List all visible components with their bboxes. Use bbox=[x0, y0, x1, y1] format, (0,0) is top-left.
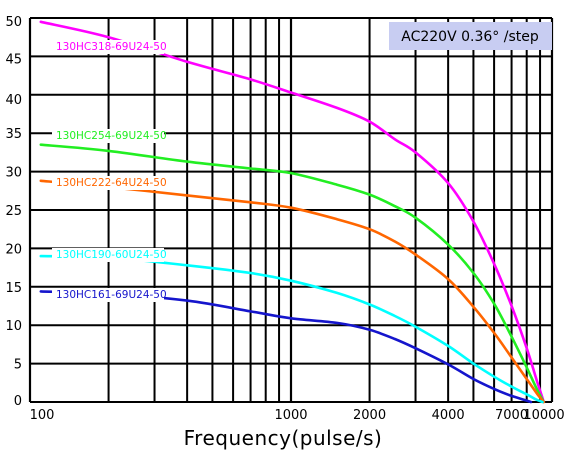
y-tick-label-30: 30 bbox=[5, 166, 22, 181]
y-tick-label-20: 20 bbox=[5, 242, 22, 257]
series-line-130HC222-64U24-50 bbox=[39, 179, 546, 404]
series-label-background bbox=[52, 129, 164, 143]
x-tick-label-100: 100 bbox=[30, 408, 55, 423]
series-line-130HC190-60U24-50 bbox=[39, 254, 544, 404]
y-tick-label-35: 35 bbox=[5, 127, 22, 142]
series-line-130HC254-69U24-50 bbox=[39, 143, 546, 404]
series-label-background bbox=[52, 248, 164, 262]
y-tick-label-15: 15 bbox=[5, 281, 22, 296]
series-label-background bbox=[52, 176, 164, 190]
x-tick-label-4000: 4000 bbox=[432, 408, 465, 423]
y-tick-label-50: 50 bbox=[5, 15, 22, 30]
annotation-background bbox=[389, 22, 552, 50]
y-tick-label-40: 40 bbox=[5, 93, 22, 108]
x-axis-label: Frequency(pulse/s) bbox=[184, 426, 383, 450]
x-tick-label-10000: 10000 bbox=[523, 408, 564, 423]
x-tick-label-7000: 7000 bbox=[495, 408, 528, 423]
series-label-130HC190-60U24-50: 130HC190-60U24-50 bbox=[56, 249, 167, 261]
y-tick-label-5: 5 bbox=[14, 358, 22, 373]
series-label-background bbox=[52, 40, 164, 54]
annotation-text: AC220V 0.36° /step bbox=[401, 29, 539, 45]
x-tick-label-2000: 2000 bbox=[353, 408, 386, 423]
y-tick-label-45: 45 bbox=[5, 52, 22, 67]
series-label-130HC222-64U24-50: 130HC222-64U24-50 bbox=[56, 177, 167, 189]
y-tick-label-25: 25 bbox=[5, 204, 22, 219]
annotation-badge: AC220V 0.36° /step bbox=[389, 22, 552, 50]
y-tick-label-0: 0 bbox=[14, 394, 22, 409]
series-labels: 130HC318-69U24-50 130HC254-69U24-50 130HC2… bbox=[52, 40, 167, 302]
series-line-130HC161-69U24-50 bbox=[39, 290, 533, 404]
series-label-130HC161-69U24-50: 130HC161-69U24-50 bbox=[56, 289, 167, 301]
series-label-background bbox=[52, 288, 164, 302]
x-tick-label-1000: 1000 bbox=[274, 408, 307, 423]
y-tick-labels: 0 5 10 15 20 25 30 35 40 45 50 bbox=[5, 15, 22, 409]
y-tick-label-10: 10 bbox=[5, 319, 22, 334]
series-line-130HC318-69U24-50 bbox=[39, 20, 546, 404]
series-label-130HC254-69U24-50: 130HC254-69U24-50 bbox=[56, 130, 167, 142]
series-label-130HC318-69U24-50: 130HC318-69U24-50 bbox=[56, 41, 167, 53]
series-lines bbox=[39, 20, 546, 404]
